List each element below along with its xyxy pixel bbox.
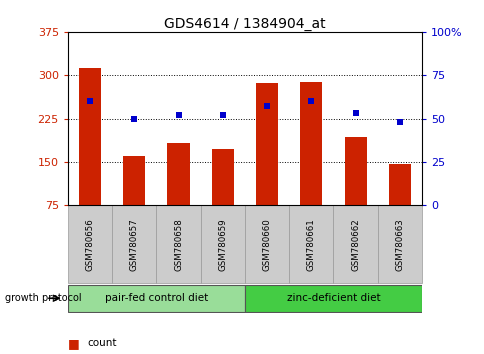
Bar — [200, 205, 244, 283]
Bar — [156, 205, 200, 283]
Bar — [79, 68, 101, 205]
Bar — [167, 143, 189, 205]
Text: pair-fed control diet: pair-fed control diet — [105, 293, 208, 303]
Text: GSM780663: GSM780663 — [394, 218, 404, 271]
Text: ■: ■ — [68, 337, 79, 350]
Text: count: count — [87, 338, 117, 348]
Bar — [288, 205, 333, 283]
Text: GSM780662: GSM780662 — [350, 218, 359, 271]
Text: GSM780656: GSM780656 — [85, 218, 94, 271]
Bar — [123, 156, 145, 205]
Point — [130, 116, 138, 121]
Point — [218, 112, 226, 118]
Text: GSM780659: GSM780659 — [218, 218, 227, 270]
Text: GSM780658: GSM780658 — [174, 218, 182, 271]
Bar — [256, 83, 277, 205]
Text: GSM780660: GSM780660 — [262, 218, 271, 271]
Title: GDS4614 / 1384904_at: GDS4614 / 1384904_at — [164, 17, 325, 31]
Point — [351, 110, 359, 116]
Point — [263, 104, 271, 109]
Point — [307, 98, 315, 104]
Text: growth protocol: growth protocol — [5, 293, 81, 303]
Bar — [344, 137, 366, 205]
Text: GSM780661: GSM780661 — [306, 218, 315, 271]
Bar — [377, 205, 421, 283]
Bar — [112, 205, 156, 283]
Bar — [68, 205, 112, 283]
Bar — [68, 285, 244, 312]
Bar — [333, 205, 377, 283]
Bar — [244, 285, 421, 312]
Point — [86, 98, 94, 104]
Point — [395, 119, 403, 125]
Text: GSM780657: GSM780657 — [130, 218, 138, 271]
Bar — [212, 149, 233, 205]
Point — [174, 112, 182, 118]
Text: zinc-deficient diet: zinc-deficient diet — [286, 293, 379, 303]
Bar — [388, 164, 410, 205]
Bar — [300, 82, 322, 205]
Bar — [244, 205, 288, 283]
Text: ■: ■ — [68, 353, 79, 354]
